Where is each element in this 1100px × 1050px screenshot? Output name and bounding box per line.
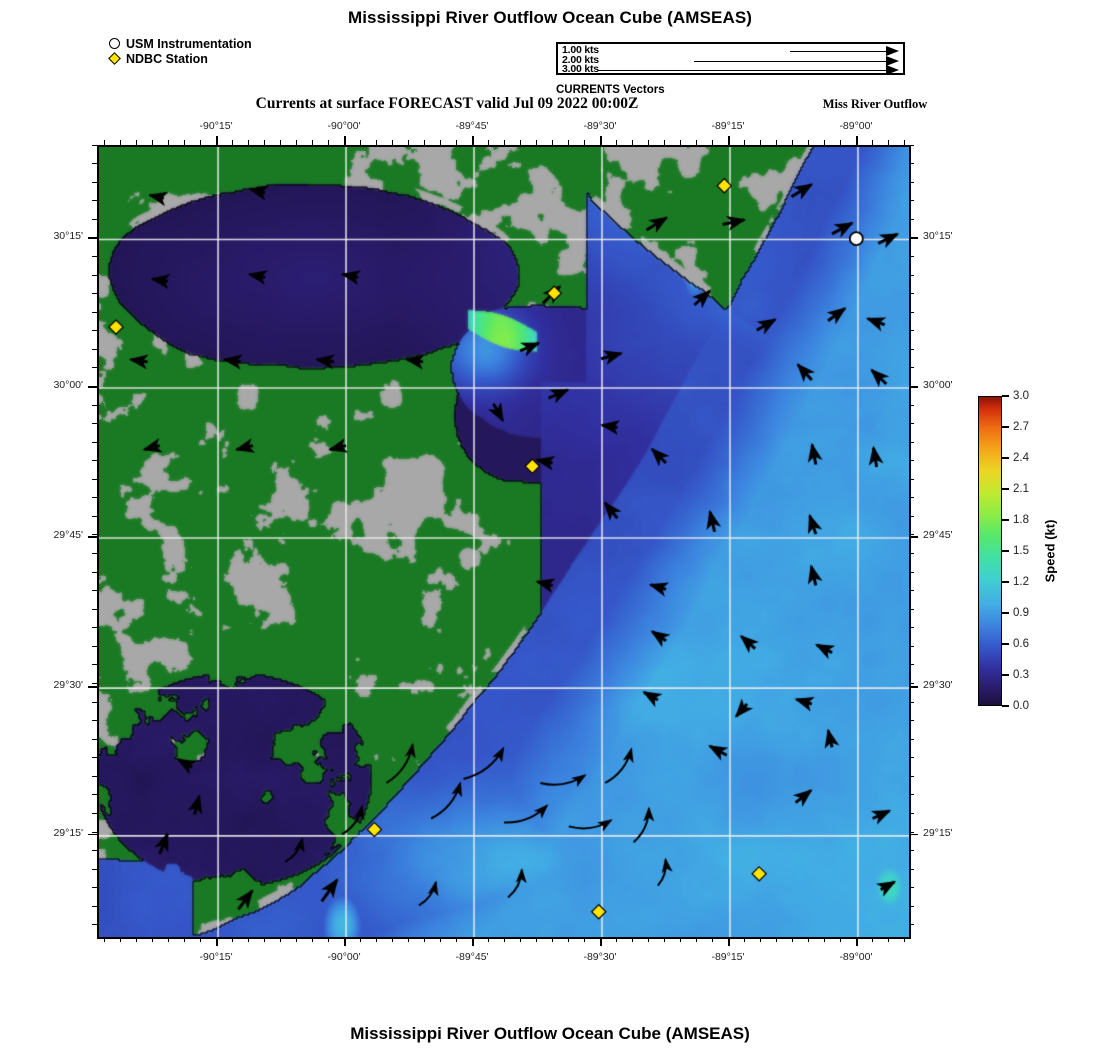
colorbar[interactable]: 3.0 2.7 2.4 2.1 1.8 1.5 1.2 0.9 0.6 0.3 0.0	[978, 390, 1029, 712]
axis-tick	[88, 237, 97, 240]
vector-scale-row-2: 2.00 kts	[558, 54, 903, 67]
axis-tick-label: 29°45'	[923, 529, 953, 542]
axis-tick-label: 30°15'	[53, 230, 83, 243]
circle-marker-icon	[108, 37, 123, 52]
colorbar-tick-label: 3.0	[1013, 390, 1029, 402]
axis-tick-label: -89°30'	[583, 120, 617, 132]
colorbar-tick	[1002, 581, 1009, 583]
axis-tick-label: -90°00'	[327, 951, 361, 963]
axis-tick-label: -90°15'	[199, 120, 233, 132]
vector-scale-caption: CURRENTS Vectors	[556, 84, 665, 96]
axis-tick-label: 29°30'	[923, 679, 953, 692]
vector-scale-row-1: 1.00 kts	[558, 44, 903, 57]
axis-tick-label: -90°00'	[327, 120, 361, 132]
axis-tick-label: -89°15'	[711, 120, 745, 132]
marker-legend: USM Instrumentation NDBC Station	[108, 37, 252, 67]
colorbar-tick-label: 1.8	[1013, 514, 1029, 526]
colorbar-title: Speed (kt)	[1042, 519, 1058, 583]
colorbar-tick-label: 0.6	[1013, 638, 1029, 650]
vector-scale-label-1: 1.00 kts	[562, 44, 599, 56]
axis-tick-label: -89°45'	[455, 120, 489, 132]
colorbar-gradient	[978, 396, 1002, 706]
axis-tick	[216, 136, 218, 145]
colorbar-tick-label: 0.0	[1013, 700, 1029, 712]
colorbar-tick	[1002, 643, 1009, 645]
colorbar-tick	[1002, 395, 1009, 397]
vector-head-3	[886, 65, 899, 75]
colorbar-tick	[1002, 612, 1009, 614]
axis-tick	[88, 536, 97, 538]
map-canvas[interactable]	[99, 147, 909, 937]
axis-tick	[727, 136, 730, 145]
legend-label-usm: USM Instrumentation	[126, 37, 252, 51]
axis-tick-label: -89°00'	[839, 951, 873, 963]
colorbar-tick	[1002, 674, 1009, 676]
axis-tick	[88, 686, 97, 688]
legend-label-ndbc: NDBC Station	[126, 52, 208, 66]
axis-tick-label: -89°30'	[583, 951, 617, 963]
vector-head-1	[886, 46, 899, 56]
colorbar-tick-label: 1.2	[1013, 576, 1029, 588]
axis-tick-label: 29°15'	[53, 826, 83, 839]
map-subtitle: Currents at surface FORECAST valid Jul 0…	[255, 95, 639, 112]
axis-tick-label: 30°00'	[53, 378, 83, 391]
panel-label: Miss River Outflow	[822, 97, 928, 111]
axis-tick	[344, 136, 346, 145]
axis-tick-label: -89°00'	[839, 120, 873, 132]
axis-tick-label: 29°15'	[923, 826, 953, 839]
axis-tick-label: -89°15'	[711, 951, 745, 963]
colorbar-tick-label: 1.5	[1013, 545, 1029, 557]
vector-head-2	[886, 56, 899, 66]
axis-tick	[600, 136, 602, 145]
diamond-marker-icon	[108, 52, 123, 67]
colorbar-tick-label: 2.1	[1013, 483, 1029, 495]
axis-tick-label: 29°45'	[53, 529, 83, 542]
colorbar-tick-label: 0.3	[1013, 669, 1029, 681]
vector-scale-label-3: 3.00 kts	[562, 63, 599, 75]
page-title: Mississippi River Outflow Ocean Cube (AM…	[347, 8, 753, 27]
vector-shaft-3	[598, 70, 886, 71]
axis-tick	[855, 136, 858, 145]
legend-item-usm: USM Instrumentation	[108, 37, 252, 52]
colorbar-tick-label: 0.9	[1013, 607, 1029, 619]
map-plot-area[interactable]	[97, 145, 911, 939]
legend-item-ndbc: NDBC Station	[108, 52, 252, 67]
colorbar-tick	[1002, 550, 1009, 552]
colorbar-tick	[1002, 705, 1009, 707]
axis-tick-label: -89°45'	[455, 951, 489, 963]
footer-title: Mississippi River Outflow Ocean Cube (AM…	[350, 1024, 750, 1043]
axis-tick-label: 29°30'	[53, 679, 83, 692]
colorbar-tick	[1002, 488, 1009, 490]
colorbar-tick-label: 2.7	[1013, 421, 1029, 433]
axis-tick-label: -90°15'	[199, 951, 233, 963]
vector-scale-row-3: 3.00 kts	[558, 63, 903, 76]
colorbar-tick	[1002, 519, 1009, 521]
axis-tick	[88, 833, 97, 836]
axis-tick-label: 30°00'	[923, 378, 953, 391]
vector-shaft-1	[790, 51, 886, 52]
colorbar-tick	[1002, 457, 1009, 459]
vector-shaft-2	[694, 61, 886, 62]
axis-tick	[88, 385, 97, 388]
vector-scale-box: 1.00 kts 2.00 kts 3.00 kts	[556, 42, 905, 75]
vector-scale-label-2: 2.00 kts	[562, 54, 599, 66]
colorbar-tick-label: 2.4	[1013, 452, 1029, 464]
axis-tick	[472, 136, 474, 145]
colorbar-tick	[1002, 426, 1009, 428]
axis-tick-label: 30°15'	[923, 230, 953, 243]
